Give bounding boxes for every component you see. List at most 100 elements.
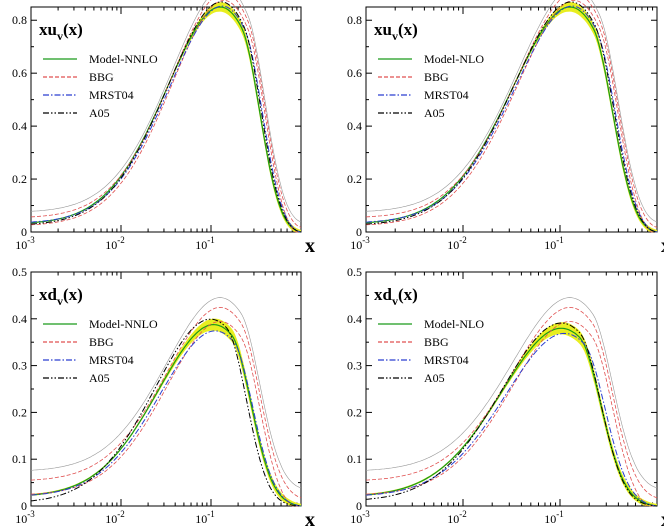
series-MRST04-line — [365, 332, 658, 507]
series-Model-NNLO-line — [30, 323, 302, 507]
legend-label: Model-NNLO — [89, 317, 158, 331]
x-tick-base: 10 — [195, 238, 207, 252]
series-MRST04-line — [30, 330, 302, 507]
x-tick-exp: -3 — [27, 235, 35, 245]
x-tick-exp: -2 — [459, 509, 467, 519]
x-tick-base: 10 — [350, 512, 362, 526]
series-A05-line — [365, 322, 658, 507]
x-tick-base: 10 — [544, 238, 556, 252]
title-main: xu — [39, 20, 57, 39]
legend-label: A05 — [424, 106, 445, 120]
title-tail: (x) — [63, 20, 83, 39]
x-tick-exp: -3 — [362, 509, 370, 519]
x-tick-label: 10-3 — [350, 509, 370, 526]
legend-label: MRST04 — [424, 88, 469, 102]
y-tick-label: 0.3 — [12, 359, 27, 373]
x-tick-label: 10-2 — [105, 235, 125, 252]
legend-label: BBG — [424, 70, 449, 84]
plot-frame — [30, 6, 302, 233]
y-tick-label: 0 — [21, 225, 27, 239]
plot-frame — [365, 6, 658, 233]
y-tick-label: 0.6 — [347, 66, 362, 80]
y-tick-label: 0 — [356, 499, 362, 513]
x-tick-base: 10 — [105, 512, 117, 526]
series-BBG-envelope — [30, 0, 302, 222]
plot-frame — [365, 271, 658, 507]
x-tick-base: 10 — [350, 238, 362, 252]
title-main: xu — [374, 20, 392, 39]
x-tick-exp: -1 — [556, 235, 564, 245]
legend-label: A05 — [89, 371, 110, 385]
x-tick-exp: -1 — [207, 235, 215, 245]
title-main: xd — [374, 285, 393, 304]
x-axis-label: x — [661, 235, 664, 257]
y-tick-label: 0.8 — [347, 13, 362, 27]
panel-title: xdv(x) — [374, 285, 418, 308]
y-tick-label: 0.5 — [12, 265, 27, 279]
legend-label: BBG — [89, 335, 114, 349]
x-tick-exp: -2 — [459, 235, 467, 245]
legend-label: Model-NNLO — [89, 52, 158, 66]
y-tick-label: 0 — [21, 499, 27, 513]
y-tick-label: 0.2 — [347, 172, 362, 186]
y-tick-label: 0.4 — [12, 312, 27, 326]
series-BBG-envelope — [365, 0, 658, 222]
x-tick-base: 10 — [447, 238, 459, 252]
x-axis-label: x — [661, 509, 664, 531]
series-A05-line — [30, 318, 302, 507]
x-axis-label: x — [305, 509, 315, 531]
x-tick-label: 10-2 — [447, 235, 467, 252]
title-tail: (x) — [398, 285, 418, 304]
series-Model-NLO-line — [365, 327, 658, 507]
x-tick-label: 10-2 — [447, 509, 467, 526]
y-tick-label: 0.2 — [347, 405, 362, 419]
series-BBG-upper — [365, 306, 658, 498]
panel-bottom-right: 00.10.20.30.40.510-310-210-1xxdv(x)Model… — [347, 265, 664, 531]
y-tick-label: 0.1 — [12, 452, 27, 466]
panel-title: xdv(x) — [39, 285, 83, 308]
series-MRST04-line — [365, 5, 658, 233]
series-BBG-envelope — [365, 297, 658, 488]
series-BBG-envelope — [30, 297, 302, 488]
legend-label: A05 — [89, 106, 110, 120]
y-tick-label: 0.4 — [12, 119, 27, 133]
x-tick-exp: -3 — [362, 235, 370, 245]
legend-label: A05 — [424, 371, 445, 385]
y-tick-label: 0.4 — [347, 119, 362, 133]
title-main: xd — [39, 285, 58, 304]
title-sub: v — [392, 29, 398, 43]
x-tick-base: 10 — [105, 238, 117, 252]
x-tick-exp: -2 — [117, 509, 125, 519]
title-sub: v — [57, 294, 63, 308]
legend-label: BBG — [424, 335, 449, 349]
title-sub: v — [392, 294, 398, 308]
x-tick-label: 10-3 — [350, 235, 370, 252]
series-BBG-upper — [30, 306, 302, 498]
legend-label: BBG — [89, 70, 114, 84]
y-tick-label: 0.5 — [347, 265, 362, 279]
y-tick-label: 0.2 — [12, 172, 27, 186]
title-tail: (x) — [63, 285, 83, 304]
x-tick-label: 10-1 — [195, 509, 215, 526]
series-MRST04-line — [30, 5, 302, 233]
y-tick-label: 0.2 — [12, 405, 27, 419]
panel-title: xuv(x) — [374, 20, 418, 43]
x-tick-base: 10 — [544, 512, 556, 526]
x-tick-label: 10-1 — [544, 509, 564, 526]
panel-top-left: 00.20.40.60.810-3 10-2 10-1 xxuv(x)Model-NN… — [12, 0, 315, 257]
series-A05-line — [365, 1, 658, 233]
series-BBG-lower — [365, 321, 657, 507]
x-tick-label: 10-2 — [105, 509, 125, 526]
y-tick-label: 0.1 — [347, 452, 362, 466]
x-tick-base: 10 — [195, 512, 207, 526]
title-sub: v — [57, 29, 63, 43]
y-tick-label: 0 — [356, 225, 362, 239]
legend-label: Model-NLO — [424, 52, 484, 66]
panel-title: xuv(x) — [39, 20, 83, 43]
legend-label: MRST04 — [89, 353, 134, 367]
x-tick-label: 10-1 — [544, 235, 564, 252]
series-BBG-lower — [30, 0, 301, 233]
series-Model-NLO-line — [365, 6, 658, 233]
model-uncertainty-band — [366, 322, 657, 506]
